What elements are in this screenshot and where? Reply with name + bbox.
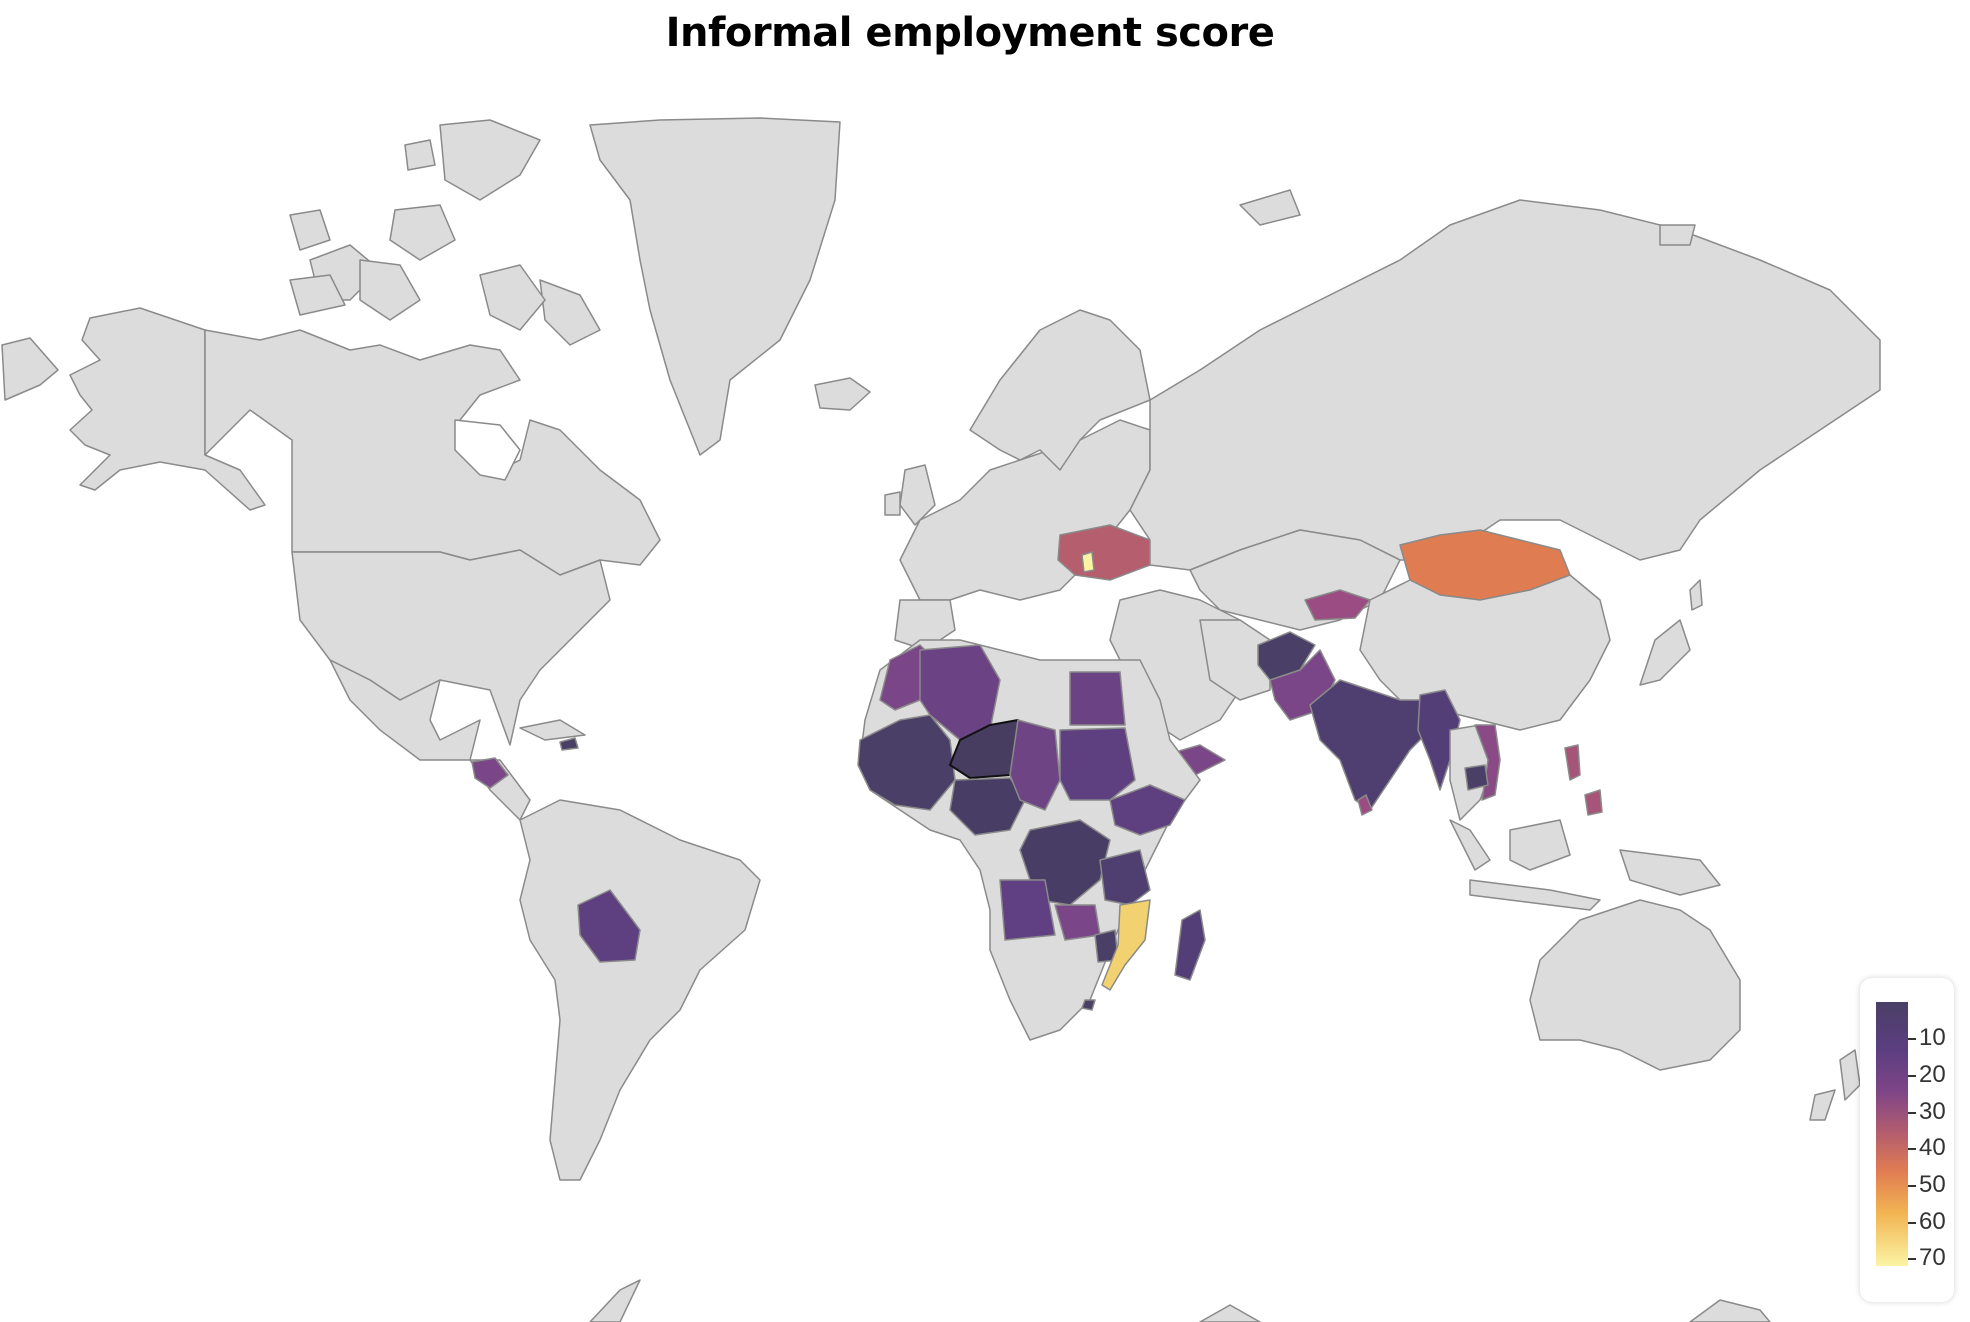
country-madagascar	[1174, 909, 1206, 981]
land-south-america	[519, 799, 761, 1181]
land-usa	[291, 549, 611, 746]
colorbar-tick: 20	[1908, 1063, 1946, 1087]
country-egypt	[1069, 671, 1126, 726]
chart-title: Informal employment score	[665, 10, 1275, 56]
country-angola	[999, 879, 1056, 941]
country-eswatini	[1081, 999, 1096, 1011]
country-india	[1309, 679, 1441, 811]
colorbar-tick: 60	[1908, 1210, 1946, 1234]
colorbar-gradient	[1876, 1002, 1908, 1266]
colorbar-legend: 10 20 30 40 50 60 70	[1860, 978, 1954, 1302]
country-kyrgyzstan	[1304, 589, 1371, 621]
land-greenland	[589, 117, 841, 456]
colorbar-tick: 50	[1908, 1173, 1946, 1197]
colorbar-tick: 30	[1908, 1100, 1946, 1124]
land-russia	[1129, 199, 1881, 571]
map-land	[1, 117, 1881, 1322]
country-bolivia	[577, 889, 641, 963]
country-west-africa	[857, 714, 956, 811]
land-scandinavia	[969, 309, 1151, 471]
land-alaska	[69, 307, 266, 511]
country-honduras	[471, 757, 509, 789]
country-tanzania	[1099, 849, 1151, 906]
colorbar-tick: 70	[1908, 1246, 1946, 1270]
land-canada	[204, 329, 661, 576]
country-mozambique	[1101, 899, 1151, 991]
country-sudan	[1059, 727, 1136, 801]
country-moldova	[1081, 551, 1095, 573]
country-hispaniola	[559, 737, 579, 751]
land-australia	[1529, 899, 1741, 1071]
colorbar-tick: 40	[1908, 1136, 1946, 1160]
country-vietnam	[1474, 724, 1501, 801]
country-myanmar	[1417, 689, 1461, 791]
country-nigeria	[949, 777, 1026, 836]
country-chad	[1009, 719, 1061, 811]
land-mexico	[329, 659, 481, 761]
country-cambodia	[1464, 764, 1489, 791]
country-sri-lanka	[1357, 794, 1373, 816]
country-ukraine	[1057, 524, 1151, 581]
country-ethiopia	[1109, 784, 1186, 836]
country-philippines	[1564, 744, 1581, 781]
colorbar-tick: 10	[1908, 1026, 1946, 1050]
land-china	[1359, 574, 1611, 731]
